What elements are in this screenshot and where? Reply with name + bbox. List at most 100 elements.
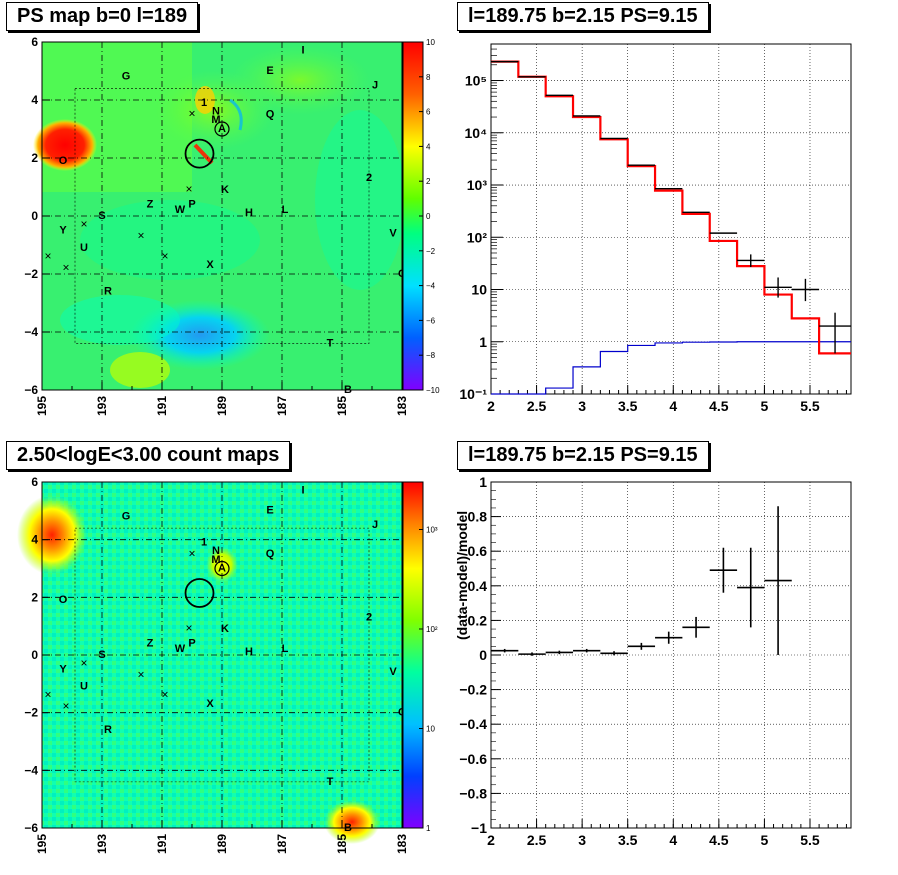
source-label: E xyxy=(266,65,273,77)
colorbar-tick-label: 0 xyxy=(426,212,431,221)
y-tick-label: −4 xyxy=(24,325,38,339)
residual-title: l=189.75 b=2.15 PS=9.15 xyxy=(457,441,709,470)
x-tick-label: 2 xyxy=(487,398,495,414)
y-tick-label: −4 xyxy=(24,763,38,777)
count-map-colorbar xyxy=(402,481,424,829)
source-label: K xyxy=(221,184,229,196)
source-label: J xyxy=(372,519,378,531)
x-tick-label: 4.5 xyxy=(709,832,729,848)
x-tick-label: 4.5 xyxy=(709,398,729,414)
source-label: 2 xyxy=(366,172,372,184)
cross-mark: × xyxy=(62,260,69,274)
candidate-circle xyxy=(184,578,215,608)
y-tick-label: 6 xyxy=(31,475,38,489)
colorbar-tick-label: 1 xyxy=(426,824,431,833)
source-circle xyxy=(214,560,230,577)
x-tick-label: 4 xyxy=(669,398,677,414)
x-tick-label: 193 xyxy=(95,396,109,416)
source-label: N xyxy=(212,545,220,557)
colorbar-tick-label: 10 xyxy=(426,724,435,733)
y-tick-label: 6 xyxy=(31,35,38,49)
y-tick-label: 10 xyxy=(471,282,487,298)
cross-mark: × xyxy=(161,249,168,263)
source-label: I xyxy=(301,45,304,57)
source-label: S xyxy=(98,649,105,661)
y-tick-label: −0.6 xyxy=(459,751,487,767)
cross-mark: × xyxy=(137,228,144,242)
y-tick-label: 0.8 xyxy=(468,509,488,525)
source-label: U xyxy=(80,242,88,254)
source-label: 1 xyxy=(201,97,207,109)
source-label: G xyxy=(122,511,131,523)
cross-mark: × xyxy=(44,688,51,702)
source-label: Y xyxy=(59,224,67,236)
source-label: K xyxy=(221,623,229,635)
y-tick-label: −2 xyxy=(24,706,38,720)
x-tick-label: 189 xyxy=(215,396,229,416)
y-tick-label: −0.2 xyxy=(459,682,487,698)
colorbar-tick-label: −4 xyxy=(426,282,436,291)
background-model-line xyxy=(491,341,851,395)
y-tick-label: 4 xyxy=(31,93,38,107)
x-tick-label: 187 xyxy=(275,396,289,416)
source-label: M xyxy=(211,114,220,126)
spectrum-panel: 2 2.5 3 3.5 4 4.5 5 5.5 10⁻¹ 1 10 10² 10³ 10⁴ 10⁵ l=18… xyxy=(449,0,898,437)
source-label: W xyxy=(175,204,186,216)
colorbar-tick-label: −8 xyxy=(426,351,436,360)
source-label: V xyxy=(389,666,397,678)
cross-mark: × xyxy=(188,107,195,121)
y-tick-label: 2 xyxy=(31,151,38,165)
source-label: Z xyxy=(147,637,154,649)
source-label: M xyxy=(211,554,220,566)
y-tick-label: 1 xyxy=(479,474,487,490)
y-tick-label: 0.2 xyxy=(468,612,488,628)
residual-panel: 2 2.5 3 3.5 4 4.5 5 5.5 1 0.8 0.6 0.4 0.2 0 −0.2 −0.4 −0… xyxy=(449,437,898,875)
x-tick-label: 185 xyxy=(335,834,349,854)
colorbar-tick-label: −10 xyxy=(426,386,440,395)
x-tick-label: 5.5 xyxy=(800,398,820,414)
x-tick-label: 189 xyxy=(215,834,229,854)
y-tick-label: −6 xyxy=(24,821,38,835)
cross-mark: × xyxy=(185,621,192,635)
x-tick-label: 195 xyxy=(35,396,49,416)
source-label: X xyxy=(206,698,214,710)
y-tick-label: 0 xyxy=(31,648,38,662)
source-label: R xyxy=(104,285,112,297)
y-tick-label: 1 xyxy=(479,334,487,350)
source-label: L xyxy=(282,643,289,655)
source-label: P xyxy=(188,637,195,649)
source-label: Q xyxy=(266,548,275,560)
y-tick-label: −2 xyxy=(24,267,38,281)
count-map-title: 2.50<logE<3.00 count maps xyxy=(6,441,291,470)
source-label: J xyxy=(372,79,378,91)
x-tick-label: 187 xyxy=(275,834,289,854)
source-label: A xyxy=(218,562,226,574)
x-tick-label: 191 xyxy=(155,834,169,854)
y-tick-label: −1 xyxy=(471,820,487,836)
x-tick-label: 3 xyxy=(578,398,586,414)
y-tick-label: 10² xyxy=(467,229,488,245)
source-label: 2 xyxy=(366,611,372,623)
source-label: R xyxy=(104,724,112,736)
source-label: N xyxy=(212,106,220,118)
source-label: O xyxy=(59,594,68,606)
source-circle xyxy=(214,121,230,137)
roi-box xyxy=(74,88,370,344)
source-label: G xyxy=(122,71,131,83)
x-tick-label: 195 xyxy=(35,834,49,854)
x-tick-label: 183 xyxy=(395,396,409,416)
source-label: Y xyxy=(59,663,67,675)
spectrum-plot: 2 2.5 3 3.5 4 4.5 5 5.5 10⁻¹ 1 10 10² 10³ 10⁴ 10⁵ xyxy=(459,43,852,414)
count-map-panel: I G E J 1 N M A Q O 2 K Z W P H L S Y V U X C R T B × × × × × × × 195 193… xyxy=(0,437,449,875)
cross-mark: × xyxy=(44,249,51,263)
cross-mark: × xyxy=(137,667,144,681)
cross-mark: × xyxy=(188,546,195,560)
cross-mark: × xyxy=(80,656,87,670)
source-label: T xyxy=(327,776,334,788)
count-map-colorbar-ticks: 10³ 10² 10 1 xyxy=(419,525,438,833)
cross-mark: × xyxy=(161,688,168,702)
ps-map-colorbar-ticks: 10 8 6 4 2 0 −2 −4 −6 −8 −10 xyxy=(419,38,440,395)
source-label: Z xyxy=(147,198,154,210)
